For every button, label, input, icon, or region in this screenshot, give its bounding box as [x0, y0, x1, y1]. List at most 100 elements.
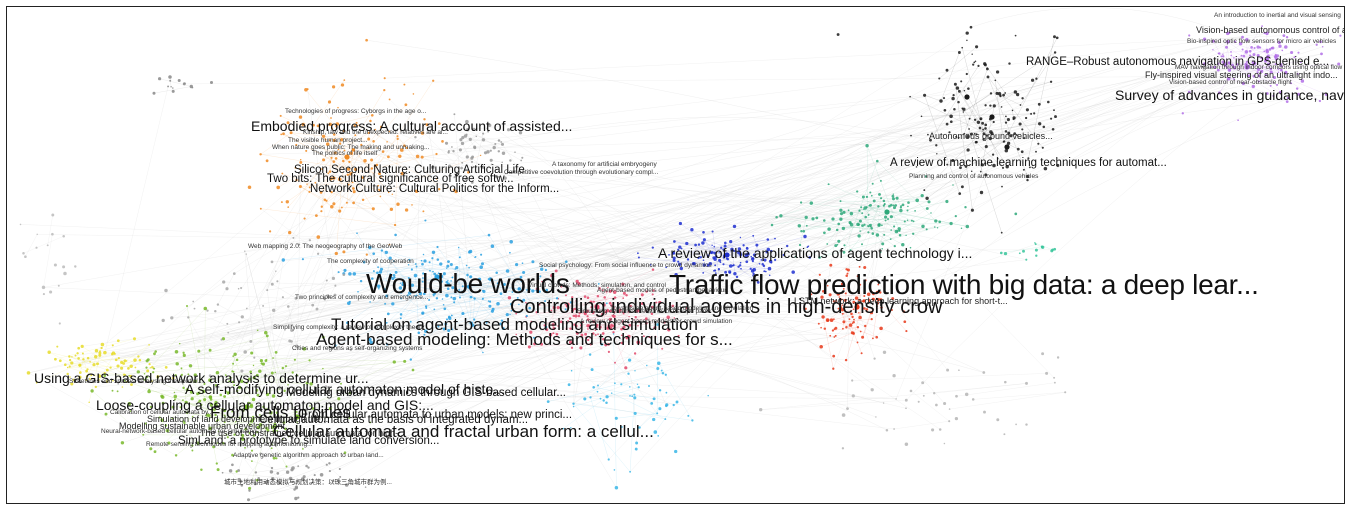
network-edge	[295, 95, 1001, 484]
network-node	[150, 380, 153, 383]
network-edge	[843, 210, 916, 229]
network-edge	[245, 268, 682, 408]
network-node	[876, 297, 880, 302]
network-node	[604, 341, 607, 344]
network-node	[870, 227, 873, 230]
network-edge	[49, 352, 108, 382]
network-node	[70, 361, 74, 365]
network-node	[672, 258, 676, 263]
network-node	[245, 382, 248, 385]
network-node	[189, 381, 192, 383]
network-edge	[20, 224, 796, 258]
network-node	[984, 127, 987, 130]
network-node	[1247, 74, 1251, 78]
network-node	[869, 311, 874, 315]
network-node	[346, 167, 351, 171]
network-node	[833, 318, 835, 320]
network-node	[214, 384, 218, 387]
network-node	[377, 184, 380, 187]
network-node	[82, 358, 85, 361]
network-node	[439, 262, 443, 266]
network-node	[238, 321, 241, 324]
network-node	[292, 480, 295, 483]
network-node	[729, 240, 733, 244]
network-node	[369, 421, 372, 424]
network-node	[1014, 212, 1018, 216]
network-node	[265, 426, 268, 430]
network-node	[312, 430, 315, 433]
network-edge	[447, 280, 484, 353]
network-node	[68, 365, 71, 368]
network-node	[388, 243, 391, 246]
network-edge	[273, 144, 362, 397]
network-node	[604, 311, 607, 314]
network-node	[1252, 75, 1256, 78]
network-node	[1256, 53, 1260, 58]
network-edge	[618, 297, 624, 304]
network-edge	[163, 409, 199, 444]
network-node	[752, 234, 755, 237]
network-node	[739, 264, 742, 267]
network-node	[1012, 118, 1015, 121]
network-node	[473, 146, 477, 150]
network-node	[903, 220, 906, 223]
network-edge	[597, 315, 876, 418]
network-node	[249, 455, 252, 458]
network-node	[821, 289, 825, 293]
network-node	[444, 322, 448, 326]
network-node	[388, 256, 392, 260]
network-node	[880, 306, 883, 309]
network-edge	[585, 290, 613, 335]
network-edge	[87, 369, 152, 382]
network-node	[161, 401, 165, 405]
network-node	[245, 253, 247, 255]
network-node	[853, 318, 855, 321]
network-edge	[655, 401, 678, 433]
network-node	[415, 294, 418, 297]
network-node	[1277, 71, 1280, 73]
network-node	[1187, 90, 1191, 94]
network-node	[843, 298, 847, 302]
network-edge	[565, 49, 1268, 296]
network-node	[167, 441, 171, 445]
network-node	[870, 317, 873, 321]
network-node	[369, 119, 372, 123]
network-node	[893, 244, 896, 248]
network-node	[914, 210, 916, 212]
network-node	[465, 133, 468, 136]
network-node	[253, 356, 256, 359]
network-node	[174, 374, 177, 377]
network-node	[285, 470, 290, 474]
network-node	[884, 219, 887, 222]
network-node	[347, 183, 350, 186]
network-node	[875, 305, 878, 308]
network-node	[832, 367, 835, 370]
network-node	[271, 443, 273, 446]
network-node	[650, 312, 654, 315]
network-node	[685, 241, 689, 246]
network-node	[110, 352, 114, 356]
network-node	[827, 227, 831, 231]
network-node	[863, 294, 866, 298]
network-node	[1007, 131, 1011, 135]
network-node	[280, 133, 283, 136]
network-node	[103, 350, 107, 355]
network-edge	[1231, 55, 1278, 86]
network-node	[344, 483, 349, 487]
network-node	[41, 285, 46, 290]
network-node	[532, 336, 535, 339]
network-node	[842, 210, 846, 214]
network-node	[957, 136, 960, 139]
network-edge	[869, 205, 901, 236]
network-edge	[780, 215, 907, 236]
network-node	[496, 289, 499, 292]
network-node	[328, 407, 332, 411]
network-edge	[1001, 246, 1043, 254]
network-node	[691, 419, 694, 422]
network-node	[735, 250, 737, 252]
network-node	[606, 308, 609, 312]
network-edge	[508, 129, 656, 328]
network-node	[864, 279, 867, 282]
network-node	[22, 252, 25, 255]
network-node	[556, 306, 560, 310]
